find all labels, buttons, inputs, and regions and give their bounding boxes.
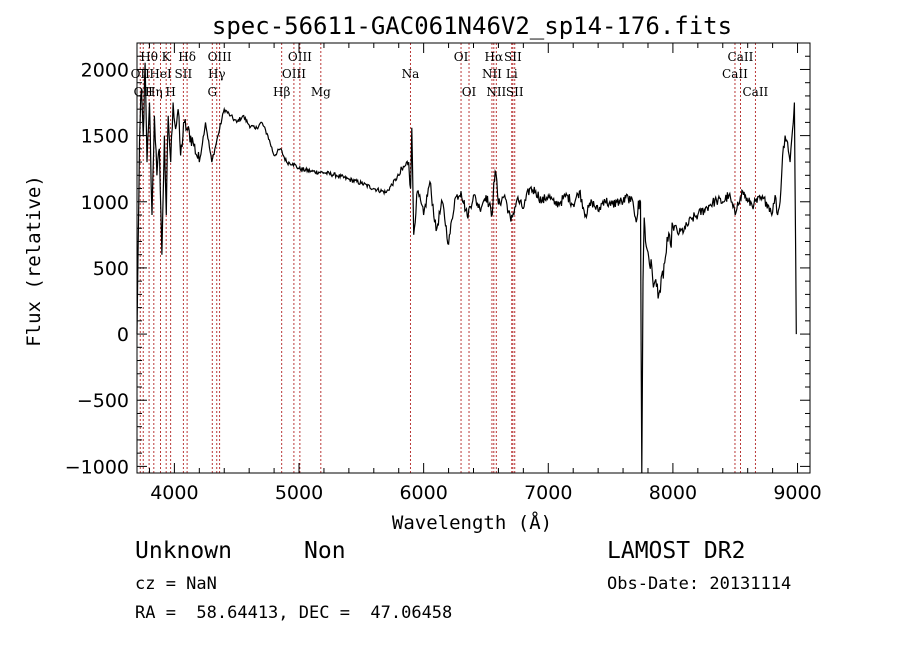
x-tick-label: 6000 bbox=[399, 482, 447, 504]
line-id-label: Na bbox=[402, 67, 420, 81]
y-axis-label: Flux (relative) bbox=[23, 175, 45, 347]
line-id-label: Hγ bbox=[208, 67, 226, 81]
object-class: Unknown bbox=[135, 538, 232, 564]
y-tick-label: 1000 bbox=[81, 192, 129, 214]
x-tick-label: 9000 bbox=[773, 482, 821, 504]
line-id-labels: HθOIIOIIHηHeIKHSIIHδGHγOIIIHβOIIIOIIIMgN… bbox=[131, 50, 769, 99]
line-id-label: NII bbox=[486, 85, 506, 99]
line-id-label: Mg bbox=[311, 85, 331, 99]
line-id-label: Hθ bbox=[140, 50, 158, 64]
line-id-label: CaII bbox=[722, 67, 748, 81]
line-id-label: OI bbox=[462, 85, 477, 99]
y-tick-label: −500 bbox=[77, 390, 129, 412]
line-id-label: NII bbox=[482, 67, 502, 81]
y-tick-label: 1500 bbox=[81, 126, 129, 148]
line-id-label: G bbox=[207, 85, 217, 99]
line-id-label: OIII bbox=[208, 50, 232, 64]
series-line bbox=[136, 62, 797, 474]
line-id-label: OI bbox=[454, 50, 469, 64]
obs-date: Obs-Date: 20131114 bbox=[607, 574, 792, 594]
coordinates-readout: RA = 58.64413, DEC = 47.06458 bbox=[135, 603, 453, 623]
line-id-label: Hδ bbox=[178, 50, 196, 64]
line-id-label: OII bbox=[134, 85, 154, 99]
line-id-label: HeI bbox=[149, 67, 172, 81]
x-tick-label: 8000 bbox=[649, 482, 697, 504]
line-id-label: OIII bbox=[288, 50, 312, 64]
line-id-label: K bbox=[162, 50, 172, 64]
survey-label: LAMOST DR2 bbox=[607, 538, 746, 564]
plot-frame bbox=[136, 42, 811, 474]
line-id-label: Hα bbox=[485, 50, 504, 64]
y-tick-label: 2000 bbox=[81, 59, 129, 81]
y-tick-label: 0 bbox=[117, 324, 129, 346]
line-marker-layer bbox=[139, 43, 756, 473]
y-tick-label: 500 bbox=[93, 258, 129, 280]
line-id-label: CaII bbox=[728, 50, 754, 64]
line-id-label: SII bbox=[506, 85, 524, 99]
line-id-label: H bbox=[165, 85, 175, 99]
y-tick-label: −1000 bbox=[65, 456, 129, 478]
line-id-label: SII bbox=[175, 67, 193, 81]
object-subclass: Non bbox=[304, 538, 346, 564]
line-id-label: SII bbox=[504, 50, 522, 64]
line-id-label: OII bbox=[131, 67, 151, 81]
line-id-label: Hη bbox=[145, 85, 163, 99]
x-tick-label: 7000 bbox=[524, 482, 572, 504]
line-id-label: CaII bbox=[742, 85, 768, 99]
x-tick-label: 5000 bbox=[275, 482, 323, 504]
line-id-label: OIII bbox=[282, 67, 306, 81]
line-id-label: Li bbox=[506, 67, 518, 81]
chart-title: spec-56611-GAC061N46V2_sp14-176.fits bbox=[212, 12, 732, 40]
line-id-label: Hβ bbox=[273, 85, 290, 99]
axes: 4000 5000 6000 7000 8000 9000 −1000 −500 0 500 100… bbox=[65, 42, 822, 504]
x-tick-label: 4000 bbox=[150, 482, 198, 504]
redshift-readout: cz = NaN bbox=[135, 574, 217, 594]
x-axis-label: Wavelength (Å) bbox=[392, 511, 552, 534]
